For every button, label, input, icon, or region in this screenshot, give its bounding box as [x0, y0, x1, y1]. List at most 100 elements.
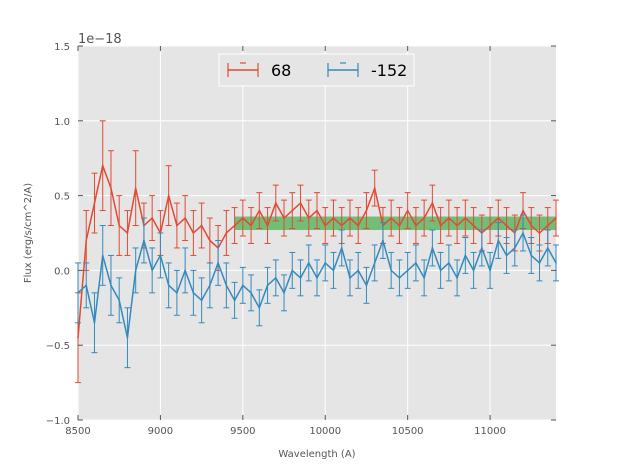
legend-label: 68	[271, 61, 291, 80]
legend-entry: -152	[327, 61, 407, 80]
data-point	[324, 224, 327, 227]
data-point	[283, 292, 285, 294]
data-point	[118, 224, 121, 227]
data-point	[431, 247, 434, 249]
data-point	[176, 224, 178, 227]
data-point	[307, 217, 310, 219]
data-point	[274, 277, 277, 279]
data-point	[472, 269, 475, 272]
data-point	[456, 277, 458, 279]
data-point	[398, 277, 401, 279]
series-layer	[75, 120, 559, 384]
data-point	[250, 292, 252, 294]
data-point	[448, 217, 450, 219]
data-point	[530, 224, 533, 227]
data-point	[85, 284, 88, 287]
data-point	[357, 224, 360, 227]
data-point	[448, 262, 450, 264]
data-point	[439, 269, 442, 272]
x-axis-label: Wavelength (A)	[278, 449, 355, 460]
data-point	[291, 209, 294, 212]
y-tick-label: 0.5	[54, 192, 70, 203]
data-point	[85, 239, 88, 242]
data-point	[513, 247, 516, 249]
x-tick-label: 9500	[230, 426, 255, 437]
data-point	[134, 269, 137, 272]
data-point	[307, 262, 310, 264]
data-point	[209, 239, 211, 242]
x-tick-label: 10000	[309, 426, 341, 437]
data-point	[373, 187, 376, 189]
data-point	[225, 232, 228, 234]
data-point	[406, 269, 409, 272]
x-tick-label: 10500	[392, 426, 424, 437]
data-point	[101, 254, 104, 257]
data-point	[423, 277, 425, 279]
data-point	[505, 254, 508, 257]
data-point	[340, 247, 343, 249]
data-point	[225, 284, 228, 287]
data-point	[497, 239, 500, 242]
y-tick-label: 0.0	[54, 266, 70, 277]
data-point	[143, 239, 145, 242]
series-minus-152	[75, 214, 559, 369]
data-point	[332, 217, 335, 219]
data-point	[332, 269, 335, 272]
x-tick-label: 8500	[65, 426, 90, 437]
data-point	[242, 217, 244, 219]
data-point	[365, 284, 368, 287]
data-point	[415, 262, 417, 264]
data-point	[126, 232, 129, 234]
data-point	[233, 224, 236, 227]
data-point	[176, 292, 178, 294]
data-point	[316, 277, 318, 279]
data-point	[192, 292, 195, 294]
data-point	[505, 224, 508, 227]
data-point	[398, 224, 401, 227]
data-point	[390, 217, 392, 219]
data-point	[299, 277, 302, 279]
data-point	[167, 284, 170, 287]
legend-label: -152	[371, 61, 407, 80]
y-offset-label: 1e−18	[78, 32, 122, 47]
data-point	[200, 299, 203, 302]
data-point	[340, 224, 343, 227]
data-point	[258, 307, 261, 309]
data-point	[258, 209, 261, 212]
data-point	[530, 254, 533, 257]
y-tick-label: 1.0	[54, 117, 70, 128]
data-point	[159, 254, 162, 257]
data-point	[481, 247, 483, 249]
legend-entry: 68	[227, 61, 291, 80]
data-point	[299, 202, 302, 204]
data-point	[93, 202, 96, 204]
data-point	[110, 284, 112, 287]
data-point	[431, 202, 434, 204]
data-point	[472, 224, 475, 227]
data-point	[349, 217, 351, 219]
data-point	[423, 217, 425, 219]
data-point	[522, 232, 524, 234]
data-point	[151, 269, 153, 272]
data-point	[546, 224, 549, 227]
data-point	[101, 164, 104, 167]
data-point	[77, 292, 79, 294]
data-point	[217, 262, 219, 264]
data-point	[242, 284, 244, 287]
data-point	[151, 217, 153, 219]
data-point	[546, 247, 549, 249]
data-point	[373, 262, 376, 264]
data-point	[192, 232, 195, 234]
data-point	[110, 187, 112, 189]
data-point	[439, 224, 442, 227]
data-point	[456, 224, 458, 227]
data-point	[522, 209, 524, 212]
y-tick-label: −1.0	[46, 416, 70, 427]
data-point	[555, 262, 557, 264]
confidence-band-layer	[234, 216, 556, 231]
data-point	[167, 194, 170, 197]
data-point	[266, 284, 269, 287]
data-point	[555, 217, 557, 219]
data-point	[93, 321, 96, 324]
